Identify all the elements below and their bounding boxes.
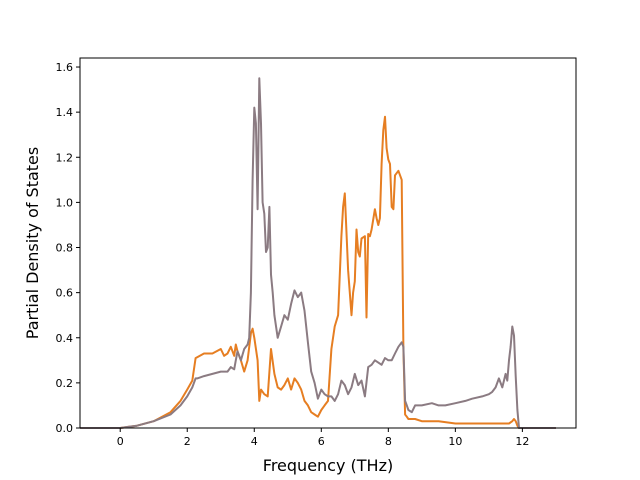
y-tick-label: 0.2 bbox=[56, 377, 74, 390]
y-tick-label: 0.0 bbox=[56, 422, 74, 435]
axes-frame bbox=[79, 57, 577, 429]
y-tick-label: 0.8 bbox=[56, 242, 74, 255]
x-tick-label: 6 bbox=[318, 435, 325, 448]
y-tick-label: 1.6 bbox=[56, 61, 74, 74]
x-axis-ticks: 0 2 4 6 8 10 12 bbox=[117, 428, 529, 448]
x-tick-label: 10 bbox=[448, 435, 462, 448]
y-tick-label: 1.0 bbox=[56, 196, 74, 209]
y-axis-title: Partial Density of States bbox=[23, 147, 42, 339]
x-tick-label: 8 bbox=[385, 435, 392, 448]
x-tick-label: 0 bbox=[117, 435, 124, 448]
y-tick-label: 0.6 bbox=[56, 287, 74, 300]
x-tick-label: 4 bbox=[251, 435, 258, 448]
series-line-1 bbox=[80, 115, 556, 429]
y-tick-label: 1.4 bbox=[56, 106, 74, 119]
x-tick-label: 12 bbox=[515, 435, 529, 448]
y-tick-label: 1.2 bbox=[56, 151, 74, 164]
y-axis-ticks: 0.0 0.2 0.4 0.6 0.8 1.0 1.2 1.4 1.6 bbox=[56, 61, 80, 435]
y-tick-label: 0.4 bbox=[56, 332, 74, 345]
series-layer bbox=[80, 77, 556, 429]
x-tick-label: 2 bbox=[184, 435, 191, 448]
plot-area bbox=[80, 58, 576, 428]
x-axis-title: Frequency (THz) bbox=[263, 456, 393, 475]
series-line-2 bbox=[80, 77, 556, 429]
